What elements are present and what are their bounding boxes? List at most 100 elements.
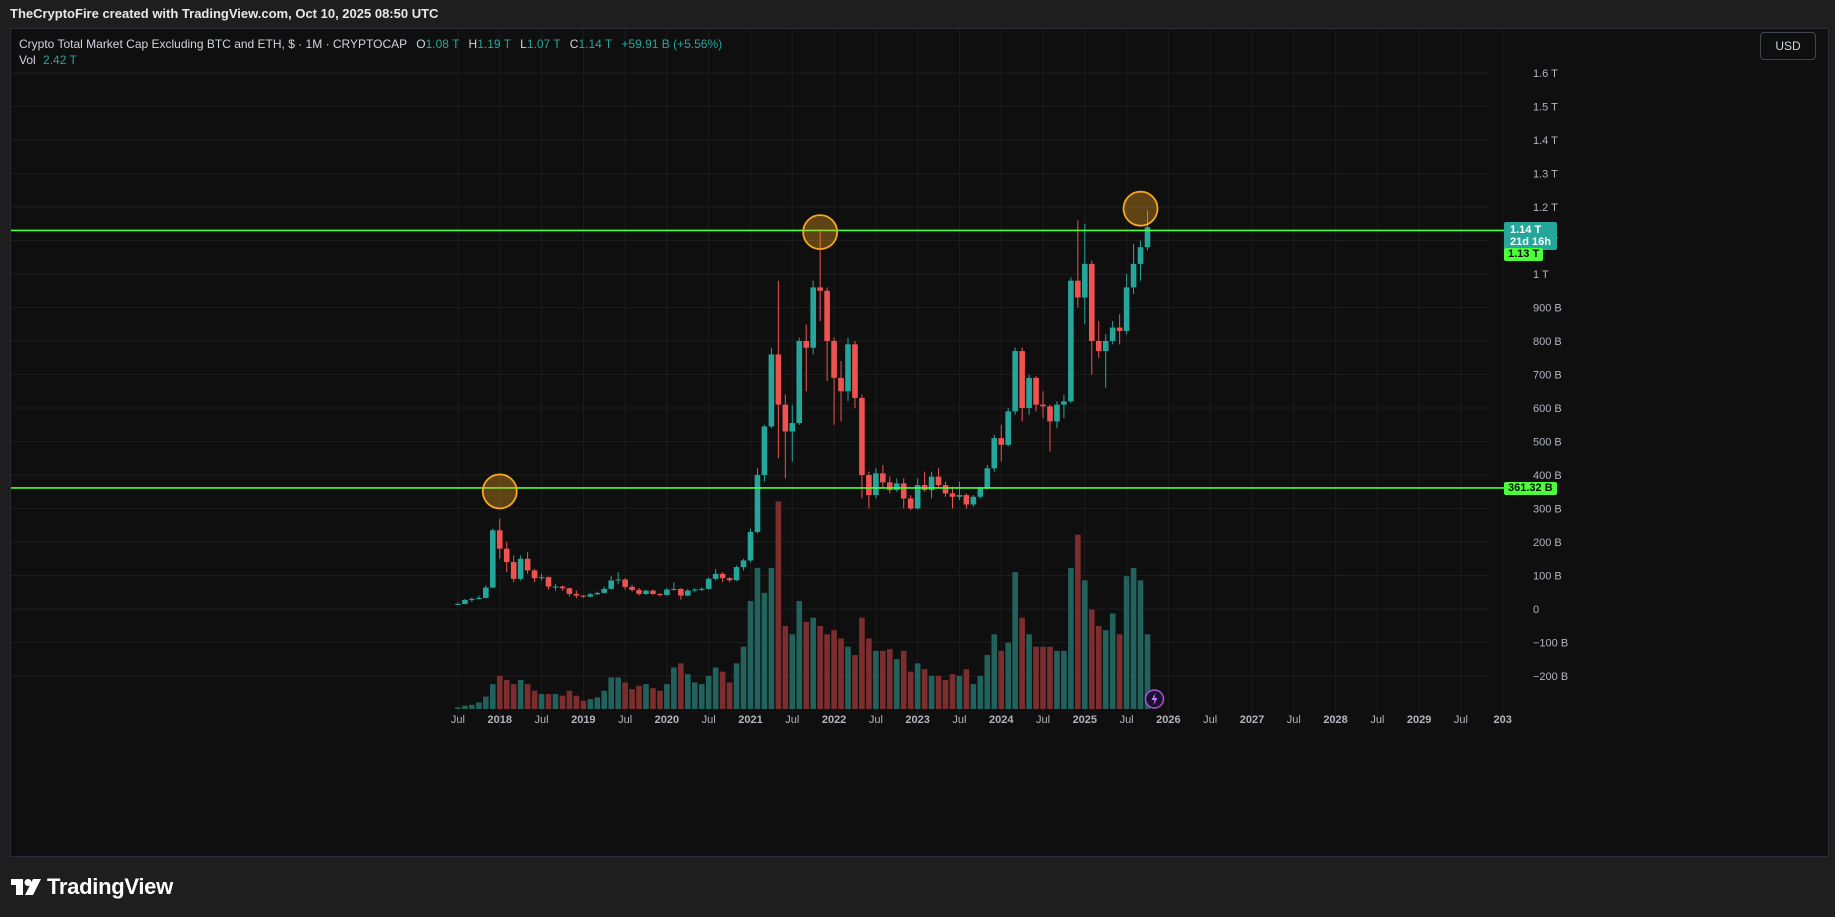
x-axis-tick-label: Jul	[785, 714, 799, 726]
volume-bar	[636, 685, 642, 709]
tradingview-logo[interactable]: TradingView	[11, 874, 173, 899]
candle-body	[566, 588, 573, 594]
candle-body	[636, 589, 642, 594]
candle-body	[733, 567, 740, 581]
x-axis-tick-label: 2018	[488, 714, 512, 726]
upper-level-tag: 1.13 T	[1504, 248, 1544, 261]
volume-bar	[664, 684, 670, 709]
y-axis-tick-label: 200 B	[1533, 537, 1562, 549]
volume-bar	[483, 696, 489, 709]
volume-bar	[747, 601, 754, 709]
x-axis-tick-label: Jul	[1120, 714, 1134, 726]
high-key: H	[468, 37, 478, 51]
highlight-circle[interactable]	[802, 214, 839, 251]
volume-bar	[566, 690, 573, 709]
candle-body	[1130, 263, 1137, 288]
candle-body	[1116, 327, 1123, 331]
candle-body	[705, 578, 712, 589]
y-axis-tick-label: 1.4 T	[1533, 135, 1558, 147]
candle-body	[824, 290, 830, 341]
close-key: C	[569, 37, 579, 51]
candle-body	[935, 476, 942, 486]
volume-bar	[671, 667, 677, 709]
candle-body	[796, 341, 803, 424]
x-axis-tick-label: 2021	[738, 714, 762, 726]
x-axis-tick-label: 203	[1494, 714, 1512, 726]
candle-body	[1095, 341, 1102, 352]
volume-bar	[1005, 642, 1011, 709]
volume-bar	[1068, 567, 1074, 709]
symbol-title[interactable]: Crypto Total Market Cap Excluding BTC an…	[19, 37, 407, 51]
volume-bar	[580, 700, 587, 709]
candle-body	[462, 599, 468, 604]
highlight-circle[interactable]	[1122, 190, 1159, 227]
highlight-circle[interactable]	[481, 473, 518, 510]
volume-bar	[740, 646, 747, 709]
volume-bar	[886, 649, 893, 709]
volume-bar	[817, 626, 823, 709]
currency-button[interactable]: USD	[1760, 32, 1816, 60]
volume-bar	[733, 663, 740, 709]
volume-bar	[1047, 646, 1053, 709]
volume-bar	[629, 689, 635, 709]
x-axis-tick-label: Jul	[702, 714, 716, 726]
volume-bar	[873, 650, 879, 709]
x-axis-tick-label: Jul	[535, 714, 549, 726]
candle-body	[1102, 341, 1109, 352]
candle-body	[782, 404, 789, 432]
volume-bar	[921, 669, 928, 709]
candle-body	[685, 590, 691, 596]
candle-body	[831, 341, 837, 378]
x-axis-tick-label: 2023	[905, 714, 929, 726]
open-value: 1.08 T	[425, 37, 460, 51]
volume-bar	[831, 630, 837, 709]
x-axis-tick-label: 2024	[989, 714, 1014, 726]
candle-body	[914, 485, 921, 509]
volume-bar	[768, 567, 775, 709]
volume-value: 2.42 T	[43, 53, 77, 67]
y-axis-tick-label: 700 B	[1533, 370, 1562, 382]
volume-bar	[1130, 567, 1137, 709]
volume-bar	[719, 671, 726, 709]
candle-body	[845, 344, 851, 392]
candle-body	[928, 476, 935, 491]
volume-bar	[754, 567, 761, 709]
volume-bar	[608, 677, 614, 709]
volume-bar	[643, 684, 649, 709]
volume-bar	[1102, 630, 1109, 709]
candle-body	[726, 578, 733, 581]
x-axis-tick-label: Jul	[869, 714, 883, 726]
candle-body	[886, 482, 893, 491]
volume-bar	[907, 671, 914, 709]
chart-legend: Crypto Total Market Cap Excluding BTC an…	[19, 36, 722, 68]
candle-body	[747, 531, 754, 561]
brand-name: TradingView	[47, 874, 173, 899]
candle-body	[900, 483, 907, 499]
candle-body	[1075, 280, 1081, 298]
x-axis-tick-label: 2027	[1240, 714, 1264, 726]
candle-body	[1040, 404, 1046, 407]
volume-bar	[559, 695, 566, 709]
attribution-header: TheCryptoFire created with TradingView.c…	[0, 0, 1835, 28]
candle-body	[991, 438, 998, 469]
candle-body	[698, 588, 705, 590]
volume-bar	[545, 694, 552, 709]
candle-body	[496, 530, 503, 549]
volume-bar	[587, 699, 594, 709]
y-axis-tick-label: 800 B	[1533, 336, 1562, 348]
volume-bar	[1116, 634, 1123, 709]
candle-body	[719, 573, 726, 579]
volume-bar	[963, 669, 970, 709]
x-axis-tick-label: Jul	[1454, 714, 1468, 726]
candle-body	[789, 423, 796, 432]
x-axis-tick-label: Jul	[618, 714, 632, 726]
volume-bar	[1082, 580, 1088, 709]
candle-body	[998, 438, 1005, 445]
footer: TradingView	[0, 857, 1835, 917]
volume-bar	[1040, 646, 1046, 709]
y-axis-tick-label: 900 B	[1533, 303, 1562, 315]
volume-bar	[810, 617, 816, 709]
volume-bar	[1019, 617, 1025, 709]
